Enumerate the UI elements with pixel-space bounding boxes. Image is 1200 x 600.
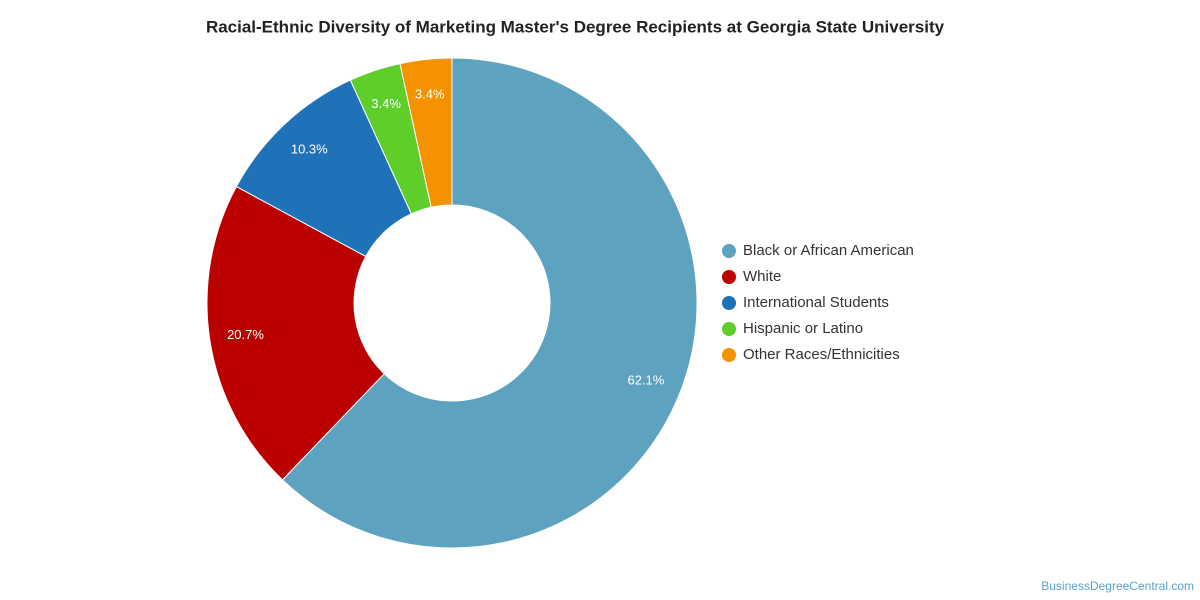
legend-marker [722, 244, 736, 258]
legend-label: White [743, 268, 781, 285]
legend-label: Black or African American [743, 242, 914, 259]
donut-slice [206, 185, 385, 481]
value-label: 10.3% [291, 142, 328, 157]
value-label: 3.4% [371, 96, 401, 111]
legend-label: International Students [743, 294, 889, 311]
donut-slice [281, 57, 698, 549]
value-label: 62.1% [627, 372, 664, 387]
legend-label: Other Races/Ethnicities [743, 346, 900, 363]
donut-slice [235, 79, 413, 258]
legend-label: Hispanic or Latino [743, 320, 863, 337]
value-label: 3.4% [415, 87, 445, 102]
legend-marker [722, 270, 736, 284]
legend-marker [722, 322, 736, 336]
value-label: 20.7% [227, 327, 264, 342]
legend-marker [722, 348, 736, 362]
chart-title: Racial-Ethnic Diversity of Marketing Mas… [206, 17, 945, 36]
watermark: BusinessDegreeCentral.com [1041, 579, 1194, 593]
legend-marker [722, 296, 736, 310]
donut-slice [399, 57, 453, 208]
